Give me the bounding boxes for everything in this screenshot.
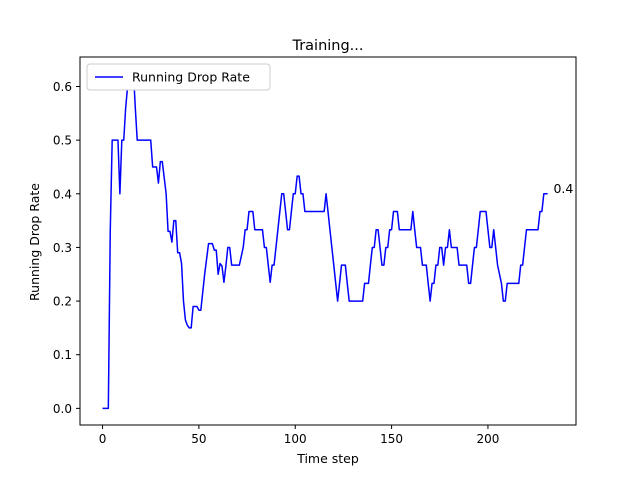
x-tick-label: 200 [476,432,499,446]
series-layer [102,69,548,410]
x-tick-label: 100 [284,432,307,446]
y-tick-label: 0.1 [53,348,72,362]
legend-frame [86,63,271,91]
x-tick-label: 0 [99,432,107,446]
legend: Running Drop Rate [86,63,271,91]
plot-frame [79,56,577,426]
series-line-running-drop-rate [102,69,548,410]
legend-label-running-drop-rate: Running Drop Rate [132,70,250,85]
y-tick-label: 0.0 [53,402,72,416]
x-tick-label: 50 [191,432,206,446]
y-tick-label: 0.4 [53,187,72,201]
y-tick-label: 0.5 [53,134,72,148]
chart-title: Training... [291,38,363,54]
x-axis-label: Time step [296,451,359,466]
y-tick-label: 0.6 [53,80,72,94]
y-tick-label: 0.3 [53,241,72,255]
y-tick-label: 0.2 [53,295,72,309]
axes: 0 50 100 150 200 0.0 0.1 0.2 0.3 0.4 0.5 0.6 [53,56,577,446]
y-axis-label: Running Drop Rate [27,183,42,301]
x-tick-label: 150 [380,432,403,446]
end-value-annotation: 0.4 [553,181,573,196]
